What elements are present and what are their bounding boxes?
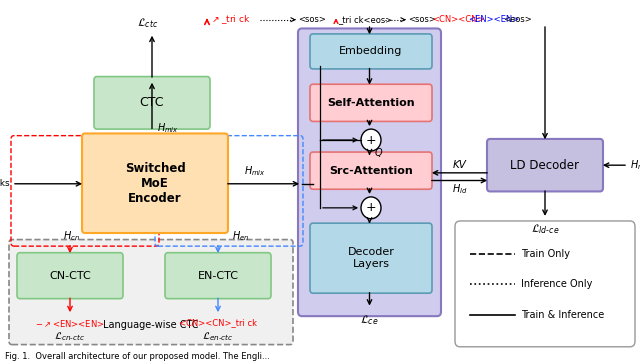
Text: <EN><EN>: <EN><EN> <box>468 15 519 24</box>
Text: $H_{en}$: $H_{en}$ <box>232 229 250 243</box>
Text: $-\nearrow$<EN><EN>: $-\nearrow$<EN><EN> <box>35 318 105 329</box>
Text: _tri ck<eos>: _tri ck<eos> <box>338 15 392 24</box>
Text: $\mathcal{L}_{ctc}$: $\mathcal{L}_{ctc}$ <box>138 16 159 30</box>
Text: CTC: CTC <box>140 96 164 109</box>
Circle shape <box>361 129 381 151</box>
Text: $H_{cn}$: $H_{cn}$ <box>63 229 80 243</box>
FancyBboxPatch shape <box>310 152 432 189</box>
FancyBboxPatch shape <box>165 253 271 299</box>
Text: Fig. 1.  Overall architecture of our proposed model. The Engli...: Fig. 1. Overall architecture of our prop… <box>5 352 270 361</box>
Text: +: + <box>365 134 376 147</box>
Text: Train & Inference: Train & Inference <box>521 310 604 320</box>
FancyBboxPatch shape <box>487 139 603 191</box>
Text: $\nearrow$_tri ck: $\nearrow$_tri ck <box>210 13 250 26</box>
Text: <CN><CN>: <CN><CN> <box>432 15 484 24</box>
Text: Self-Attention: Self-Attention <box>327 98 415 108</box>
Text: Audio Fbanks: Audio Fbanks <box>0 179 10 188</box>
Text: <sos>: <sos> <box>298 15 326 24</box>
Text: Switched
MoE
Encoder: Switched MoE Encoder <box>125 162 186 205</box>
Text: $H_{ld}$: $H_{ld}$ <box>452 183 467 196</box>
Text: LD Decoder: LD Decoder <box>511 159 579 172</box>
FancyBboxPatch shape <box>17 253 123 299</box>
Text: Decoder
Layers: Decoder Layers <box>348 247 394 269</box>
Text: Q: Q <box>374 148 382 158</box>
Text: KV: KV <box>452 160 467 170</box>
Text: CN-CTC: CN-CTC <box>49 271 91 280</box>
Text: EN-CTC: EN-CTC <box>198 271 239 280</box>
Text: $\mathcal{L}_{en\text{-}ctc}$: $\mathcal{L}_{en\text{-}ctc}$ <box>202 330 234 343</box>
Text: Language-wise CTC: Language-wise CTC <box>103 320 199 330</box>
Text: $H_{mix}$: $H_{mix}$ <box>630 158 640 172</box>
FancyBboxPatch shape <box>94 77 210 129</box>
Text: Embedding: Embedding <box>339 47 403 56</box>
Text: $\mathcal{L}_{ld\text{-}ce}$: $\mathcal{L}_{ld\text{-}ce}$ <box>531 222 559 236</box>
Text: Src-Attention: Src-Attention <box>329 166 413 176</box>
FancyBboxPatch shape <box>310 84 432 121</box>
FancyBboxPatch shape <box>310 34 432 69</box>
FancyBboxPatch shape <box>9 240 293 345</box>
Circle shape <box>361 197 381 219</box>
Text: $H_{mix}$: $H_{mix}$ <box>244 165 266 178</box>
Text: <CN><CN>_tri ck: <CN><CN>_tri ck <box>179 318 257 327</box>
FancyBboxPatch shape <box>455 221 635 347</box>
Text: <sos>: <sos> <box>408 15 436 24</box>
Text: Train Only: Train Only <box>521 249 570 259</box>
Text: <eos>: <eos> <box>503 15 532 24</box>
FancyBboxPatch shape <box>298 29 441 316</box>
FancyBboxPatch shape <box>310 223 432 293</box>
Text: $\mathcal{L}_{ce}$: $\mathcal{L}_{ce}$ <box>360 313 379 327</box>
Text: +: + <box>365 201 376 214</box>
FancyBboxPatch shape <box>82 134 228 233</box>
Text: Inference Only: Inference Only <box>521 279 593 290</box>
Text: $H_{mix}$: $H_{mix}$ <box>157 121 179 135</box>
Text: $\mathcal{L}_{cn\text{-}ctc}$: $\mathcal{L}_{cn\text{-}ctc}$ <box>54 330 86 343</box>
